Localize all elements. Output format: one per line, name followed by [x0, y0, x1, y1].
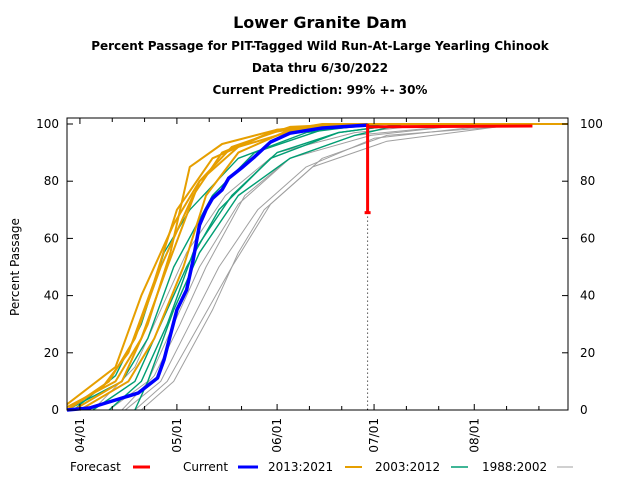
x-tick-label: 05/01	[170, 418, 184, 453]
x-tick-label: 08/01	[467, 418, 481, 453]
y-tick-label: 20	[44, 346, 59, 360]
current-line	[66, 123, 368, 412]
series-line-2013-2021-0	[66, 123, 568, 411]
y-tick-label-right: 0	[580, 403, 588, 417]
legend: Forecast Current 2013:2021 2003:2012 198…	[70, 460, 573, 474]
series-line-2013-2021-5	[66, 123, 568, 406]
legend-label-current: Current	[183, 460, 228, 474]
series-line-2003-2012-8	[108, 123, 568, 411]
y-tick-label: 0	[51, 403, 59, 417]
y-tick-label-right: 20	[580, 346, 595, 360]
y-tick-label: 60	[44, 231, 59, 245]
chart-title: Lower Granite Dam	[233, 13, 407, 32]
y-tick-label-right: 80	[580, 174, 595, 188]
plot-frame	[66, 117, 569, 411]
x-tick-label: 04/01	[73, 418, 87, 453]
series-line-2003-2012-7	[92, 123, 568, 411]
y-tick-label-right: 100	[580, 117, 603, 131]
chart-subtitle: Percent Passage for PIT-Tagged Wild Run-…	[91, 39, 549, 53]
x-tick-label: 07/01	[367, 418, 381, 453]
series-line-1988-2002-14	[92, 123, 568, 411]
legend-label-1988-2002: 1988:2002	[482, 460, 547, 474]
series-line-2013-2021-3	[66, 123, 568, 411]
legend-label-2003-2012: 2003:2012	[375, 460, 440, 474]
x-tick-label: 06/01	[270, 418, 284, 453]
series-line-1988-2002-11	[124, 123, 568, 411]
y-tick-label: 40	[44, 289, 59, 303]
forecast-line	[367, 124, 533, 129]
data-date-note: Data thru 6/30/2022	[251, 61, 389, 75]
series-line-1988-2002-15	[140, 123, 568, 411]
y-tick-label: 100	[36, 117, 59, 131]
series-line-1988-2002-13	[108, 123, 568, 411]
y-tick-label: 80	[44, 174, 59, 188]
y-tick-label-right: 60	[580, 231, 595, 245]
legend-label-forecast: Forecast	[70, 460, 121, 474]
y-tick-label-right: 40	[580, 289, 595, 303]
series-line-2003-2012-6	[66, 123, 568, 411]
prediction-note: Current Prediction: 99% +- 30%	[212, 83, 428, 97]
y-axis-label: Percent Passage	[8, 218, 22, 316]
legend-label-2013-2021: 2013:2021	[268, 460, 333, 474]
